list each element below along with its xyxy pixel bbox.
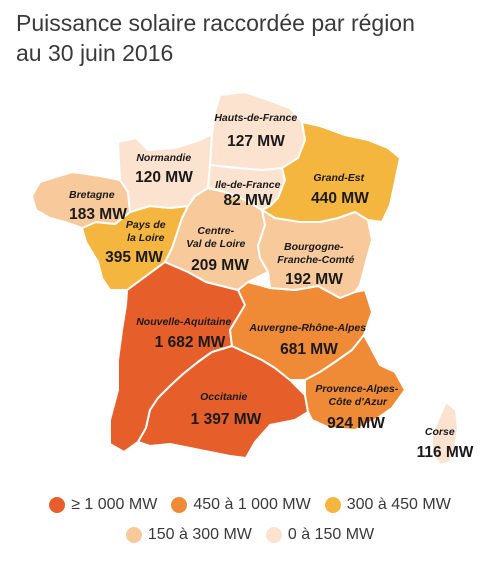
legend-item: ≥ 1 000 MW (49, 496, 157, 514)
legend-item: 150 à 300 MW (125, 526, 252, 544)
legend-label: 300 à 450 MW (346, 496, 451, 513)
legend-label: 0 à 150 MW (287, 526, 375, 543)
region-grand-est (261, 121, 401, 223)
label-occitanie: Occitanie 1 397 MW (191, 387, 262, 428)
legend-item: 450 à 1 000 MW (171, 496, 311, 514)
label-bretagne: Bretagne 183 MW (69, 185, 127, 223)
label-bourgogne-franche-comte: Bourgogne- Franche-Comté 192 MW (277, 237, 358, 288)
legend-swatch (171, 497, 188, 513)
region-labels: Hauts-de-France 127 MW Normandie 120 MW … (69, 108, 474, 461)
legend-swatch (125, 527, 142, 543)
title-line-2: au 30 juin 2016 (16, 40, 174, 66)
label-pays-de-la-loire: Pays de la Loire 395 MW (105, 215, 170, 266)
legend-item: 300 à 450 MW (324, 496, 451, 514)
region-shapes (31, 91, 459, 466)
label-hauts-de-france: Hauts-de-France 127 MW (214, 108, 301, 150)
label-grand-est: Grand-Est 440 MW (311, 168, 369, 207)
region-provence-alpes-cote-d-azur (304, 334, 406, 431)
legend-label: ≥ 1 000 MW (71, 496, 158, 513)
legend-row-2: 150 à 300 MW 0 à 150 MW (0, 526, 500, 544)
region-occitanie (137, 345, 309, 459)
label-provence-alpes-cote-d-azur: Provence-Alpes- Côte d'Azur 924 MW (315, 379, 402, 432)
label-corse: Corse 116 MW (417, 422, 474, 461)
label-auvergne-rhone-alpes: Auvergne-Rhône-Alpes 681 MW (248, 318, 370, 358)
region-corse (431, 401, 459, 466)
region-normandie (117, 133, 213, 213)
legend-swatch (265, 527, 282, 543)
legend-label: 150 à 300 MW (147, 526, 252, 543)
title-line-1: Puissance solaire raccordée par région (16, 10, 415, 36)
label-normandie: Normandie 120 MW (135, 148, 196, 186)
legend-label: 450 à 1 000 MW (193, 496, 311, 513)
label-centre-val-de-loire: Centre- Val de Loire 209 MW (186, 221, 250, 274)
legend-row-1: ≥ 1 000 MW 450 à 1 000 MW 300 à 450 MW (0, 496, 500, 514)
legend-swatch (324, 497, 341, 513)
label-ile-de-france: Ile-de-France 82 MW (215, 175, 285, 209)
map-title: Puissance solaire raccordée par région a… (16, 8, 415, 68)
legend-item: 0 à 150 MW (265, 526, 375, 544)
region-bretagne (31, 171, 131, 229)
label-nouvelle-aquitaine: Nouvelle-Aquitaine 1 682 MW (136, 312, 236, 351)
legend-swatch (49, 497, 66, 513)
region-hauts-de-france (209, 91, 306, 171)
